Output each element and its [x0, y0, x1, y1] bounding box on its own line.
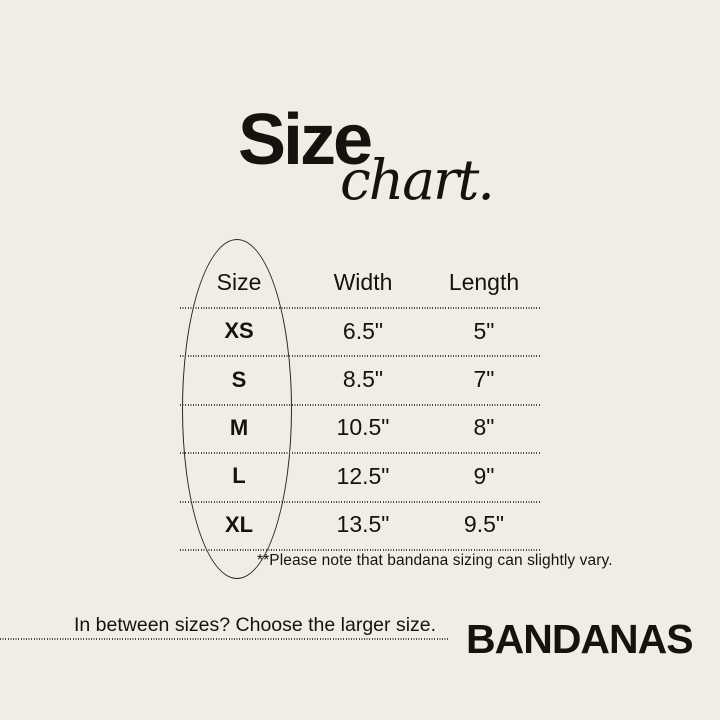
column-header-length: Length — [448, 269, 520, 295]
size-cell: M — [229, 414, 249, 440]
size-cell: S — [231, 366, 247, 392]
table-row: M 10.5" 8" — [180, 403, 540, 452]
page-title: Size — [238, 100, 373, 180]
table-row: S 8.5" 7" — [180, 355, 540, 403]
page-title-script: chart. — [340, 148, 495, 212]
length-cell: 9" — [473, 462, 495, 489]
width-cell: 8.5" — [342, 366, 384, 393]
size-column-circle-annotation — [182, 239, 292, 579]
table-row: XS 6.5" 5" — [180, 307, 540, 355]
length-cell: 9.5" — [463, 511, 505, 538]
size-cell: XS — [224, 318, 254, 344]
length-cell: 5" — [473, 317, 495, 344]
size-cell: L — [232, 463, 246, 489]
brand-name: BANDANAS — [466, 616, 694, 662]
between-sizes-tip: In between sizes? Choose the larger size… — [74, 614, 437, 636]
length-cell: 8" — [473, 414, 495, 441]
width-cell: 13.5" — [336, 511, 390, 538]
table-row: L 12.5" 9" — [180, 452, 540, 500]
column-header-size: Size — [216, 269, 262, 295]
width-cell: 6.5" — [342, 317, 384, 344]
size-table: Size Width Length XS 6.5" 5" S 8.5" 7" M… — [180, 258, 540, 552]
width-cell: 10.5" — [336, 414, 390, 441]
table-row: XL 13.5" 9.5" — [180, 500, 540, 552]
table-header-row: Size Width Length — [180, 258, 540, 307]
footer-divider-line — [0, 638, 450, 640]
sizing-note: **Please note that bandana sizing can sl… — [257, 552, 613, 569]
column-header-width: Width — [333, 269, 393, 295]
size-cell: XL — [224, 511, 254, 537]
length-cell: 7" — [473, 366, 495, 393]
width-cell: 12.5" — [336, 462, 390, 489]
